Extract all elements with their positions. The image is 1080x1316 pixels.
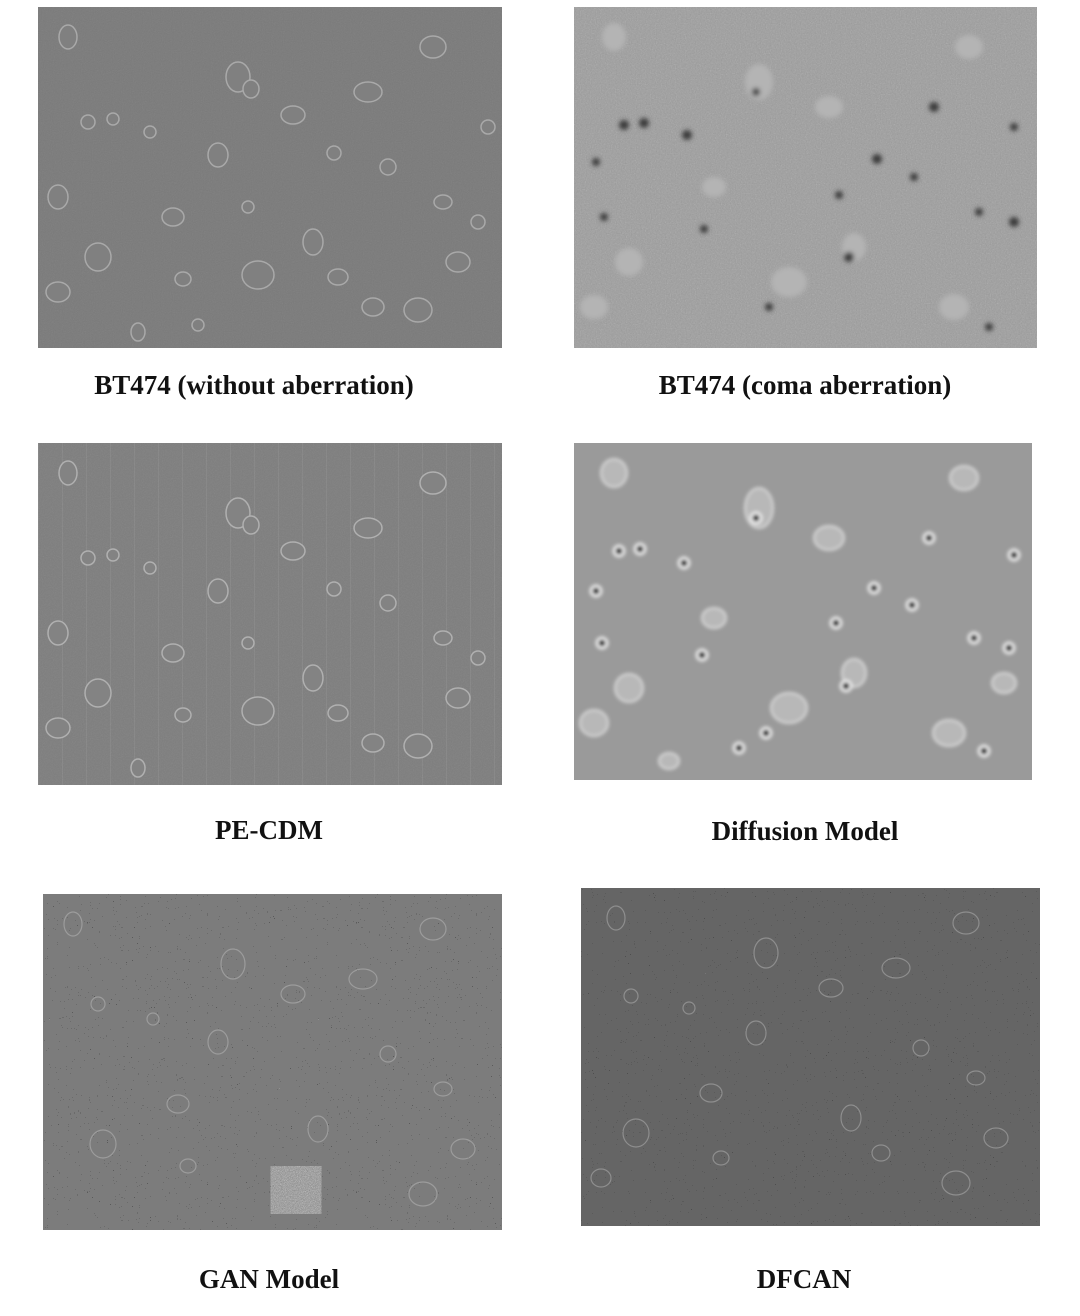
microscopy-image-bt474-without-aberration: [38, 7, 502, 348]
caption-bt474-coma-aberration: BT474 (coma aberration): [658, 370, 952, 400]
caption-pe-cdm: PE-CDM: [215, 815, 323, 845]
caption-gan-model: GAN Model: [198, 1264, 340, 1294]
microscopy-image-dfcan: [581, 888, 1040, 1226]
caption-bt474-without-aberration: BT474 (without aberration): [94, 370, 414, 400]
microscopy-image-bt474-coma-aberration: [574, 7, 1037, 348]
caption-dfcan: DFCAN: [756, 1264, 852, 1294]
microscopy-image-diffusion-model: [574, 443, 1032, 780]
microscopy-image-gan-model: [43, 894, 502, 1230]
microscopy-image-pe-cdm: [38, 443, 502, 785]
caption-diffusion-model: Diffusion Model: [711, 816, 899, 846]
